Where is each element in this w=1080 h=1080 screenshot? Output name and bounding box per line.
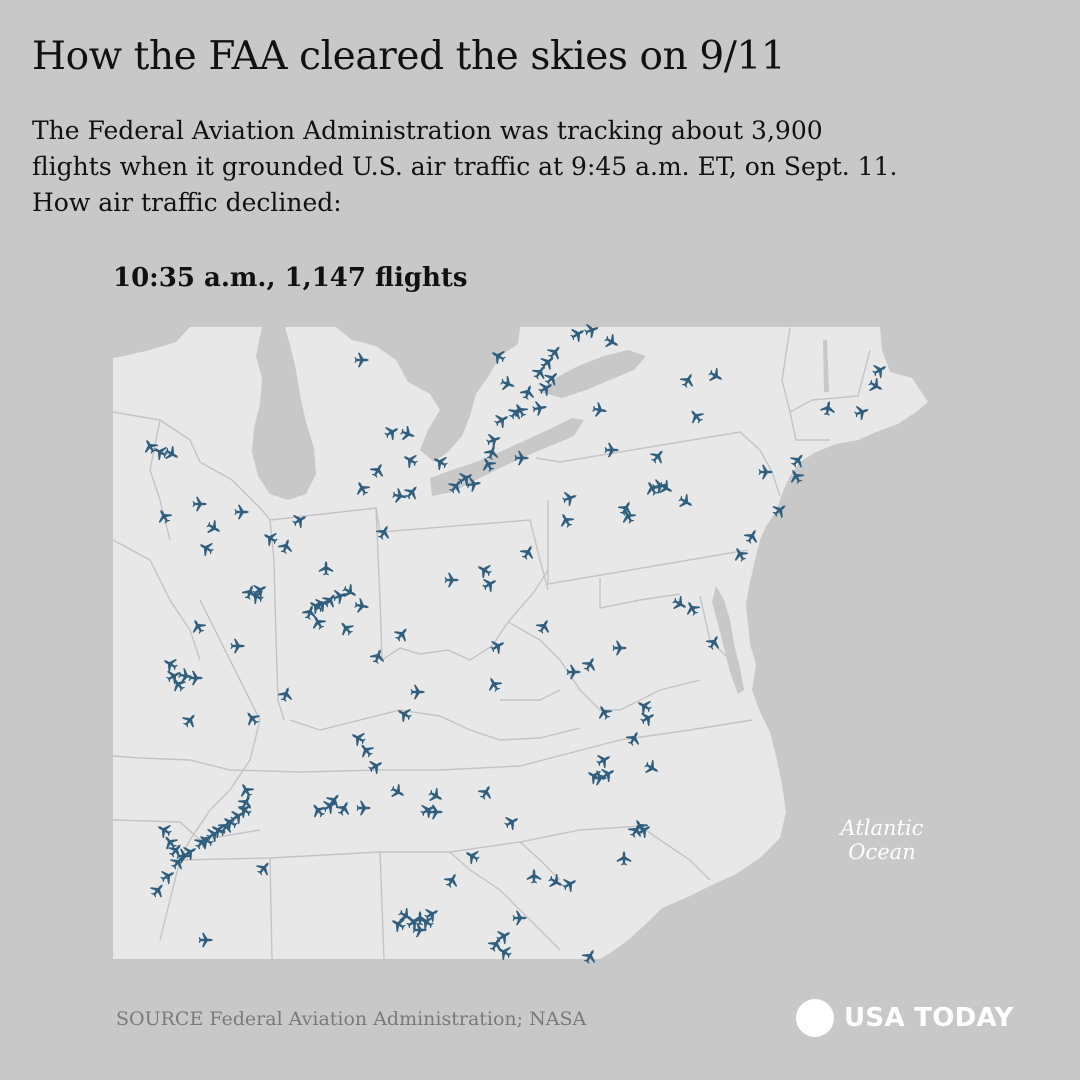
lake-michigan [252,327,316,500]
ocean-label-line: Ocean [848,840,916,864]
ocean-label: Atlantic Ocean [812,816,952,864]
logo-circle-icon [796,999,834,1037]
ocean-label-line: Atlantic [840,816,924,840]
source-note: SOURCE Federal Aviation Administration; … [116,1008,587,1030]
dek-line: flights when it grounded U.S. air traffi… [32,152,898,181]
logo-text: USA TODAY [844,1003,1014,1033]
chesapeake-bay [712,586,744,694]
dek-line: How air traffic declined: [32,188,342,217]
lake-superior [113,327,190,358]
headline: How the FAA cleared the skies on 9/11 [32,34,786,79]
usa-today-logo: USA TODAY [796,998,1014,1038]
lake-ontario [540,350,646,398]
lake-champlain [823,340,829,392]
snapshot-label: 10:35 a.m., 1,147 flights [113,263,468,293]
dek: The Federal Aviation Administration was … [32,113,992,221]
dek-line: The Federal Aviation Administration was … [32,116,823,145]
lake-huron [336,327,520,462]
land [113,327,928,959]
